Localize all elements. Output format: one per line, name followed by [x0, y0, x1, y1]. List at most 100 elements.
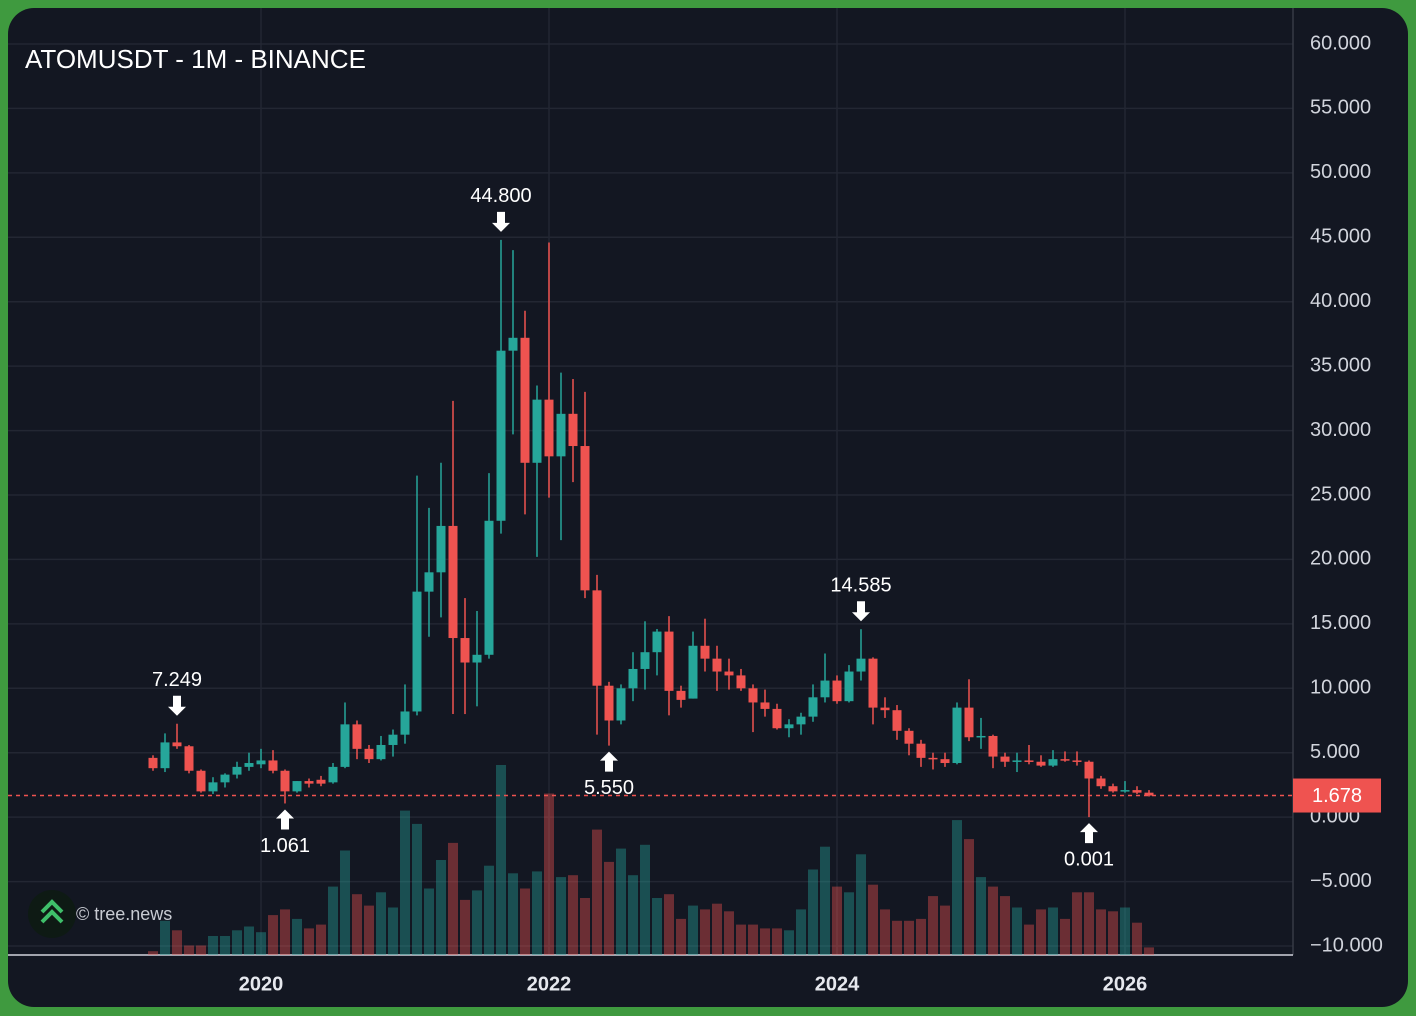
- candle-body: [964, 707, 974, 738]
- candle-body: [760, 702, 770, 709]
- panel: [8, 8, 1408, 1007]
- candle-body: [604, 685, 614, 721]
- volume-bar: [592, 829, 602, 955]
- volume-bar: [808, 869, 818, 955]
- candle-body: [244, 763, 254, 767]
- volume-bar: [976, 877, 986, 955]
- candle-body: [424, 572, 434, 592]
- volume-bar: [1048, 907, 1058, 955]
- candle-body: [304, 781, 314, 784]
- candle-body: [616, 688, 626, 721]
- volume-bar: [796, 909, 806, 955]
- volume-bar: [916, 918, 926, 955]
- annotation-label: 7.249: [152, 669, 202, 691]
- y-tick-label: 25.000: [1310, 483, 1371, 505]
- volume-bar: [508, 873, 518, 955]
- candle-body: [412, 591, 422, 712]
- candle-body: [1072, 760, 1082, 762]
- candle-body: [1036, 761, 1046, 766]
- y-tick-label: 35.000: [1310, 354, 1371, 376]
- candle-body: [580, 446, 590, 591]
- candle-body: [496, 350, 506, 521]
- last-price-box: [1293, 778, 1381, 813]
- volume-layer: [148, 765, 1154, 955]
- candle-body: [940, 759, 950, 764]
- volume-bar: [208, 936, 218, 955]
- annotation-arrow: [600, 751, 618, 772]
- volume-bar: [844, 892, 854, 955]
- volume-bar: [436, 860, 446, 955]
- candle-body: [1108, 786, 1118, 792]
- candle-body: [868, 658, 878, 708]
- candle-body: [904, 730, 914, 744]
- candle-body: [376, 744, 386, 760]
- candle-body: [640, 652, 650, 669]
- candle-body: [532, 399, 542, 463]
- volume-bar: [256, 932, 266, 955]
- candle-body: [364, 748, 374, 760]
- candle-body: [1060, 759, 1070, 761]
- y-tick-label: 40.000: [1310, 290, 1371, 312]
- y-tick-label: −10.000: [1310, 934, 1383, 956]
- annotation-arrow: [276, 809, 294, 830]
- volume-bar: [172, 930, 182, 955]
- watermark: © tree.news: [76, 904, 172, 924]
- volume-bar: [424, 888, 434, 955]
- candle-body: [388, 734, 398, 745]
- volume-bar: [400, 810, 410, 955]
- volume-bar: [580, 898, 590, 955]
- annotation-arrow: [168, 695, 186, 716]
- volume-bar: [868, 884, 878, 955]
- candle-body: [688, 645, 698, 699]
- volume-bar: [460, 899, 470, 955]
- x-tick-label: 2024: [815, 973, 860, 995]
- volume-bar: [1060, 918, 1070, 955]
- candle-body: [508, 337, 518, 351]
- candle-body: [712, 658, 722, 672]
- candle-body: [784, 724, 794, 729]
- y-tick-label: 45.000: [1310, 226, 1371, 248]
- volume-bar: [952, 820, 962, 955]
- candle-body: [796, 716, 806, 725]
- annotation-arrow: [492, 211, 510, 232]
- volume-bar: [532, 871, 542, 955]
- candle-body: [472, 654, 482, 663]
- y-tick-label: 20.000: [1310, 548, 1371, 570]
- volume-bar: [784, 930, 794, 955]
- candle-body: [196, 770, 206, 792]
- candle-body: [844, 671, 854, 702]
- volume-bar: [232, 930, 242, 955]
- candle-body: [1096, 778, 1106, 787]
- volume-bar: [364, 905, 374, 955]
- annotation-label: 44.800: [470, 185, 531, 207]
- volume-bar: [688, 905, 698, 955]
- volume-bar: [328, 886, 338, 955]
- chart-title: ATOMUSDT - 1M - BINANCE: [25, 44, 366, 74]
- candle-body: [460, 638, 470, 663]
- candle-body: [220, 774, 230, 783]
- candle-body: [1120, 790, 1130, 792]
- candle-body: [208, 782, 218, 792]
- volume-bar: [772, 928, 782, 955]
- volume-bar: [448, 842, 458, 955]
- candle-body: [1084, 761, 1094, 779]
- logo-icon: [40, 899, 64, 924]
- candle-body: [1132, 790, 1142, 793]
- volume-bar: [1072, 892, 1082, 955]
- volume-bar: [1096, 909, 1106, 955]
- volume-bar: [1108, 911, 1118, 955]
- candle-body: [592, 590, 602, 686]
- candle-body: [628, 668, 638, 689]
- candle-body: [256, 760, 266, 765]
- candle-body: [436, 525, 446, 573]
- candle-layer: [148, 239, 1154, 818]
- x-tick-label: 2020: [239, 973, 284, 995]
- y-tick-label: 50.000: [1310, 161, 1371, 183]
- candle-body: [1024, 760, 1034, 762]
- volume-bar: [748, 924, 758, 955]
- volume-bar: [280, 909, 290, 955]
- y-tick-label: 15.000: [1310, 612, 1371, 634]
- volume-bar: [820, 846, 830, 955]
